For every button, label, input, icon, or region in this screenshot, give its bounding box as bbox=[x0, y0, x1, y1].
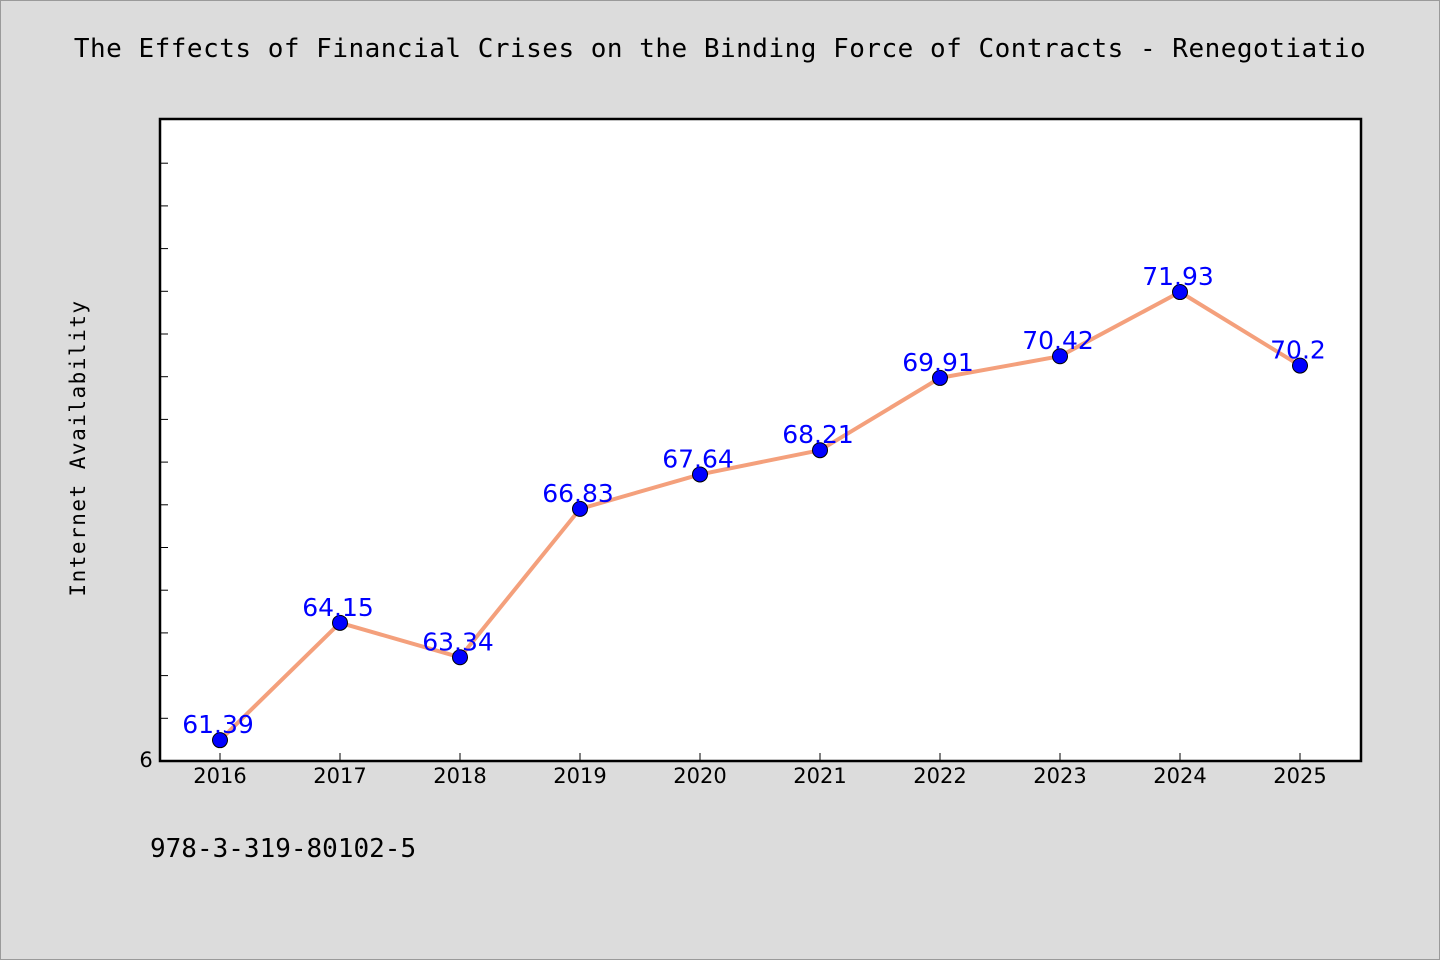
data-point bbox=[932, 369, 948, 386]
x-tick-label: 2016 bbox=[193, 764, 246, 788]
data-label: 68.21 bbox=[782, 420, 854, 449]
footer-code: 978-3-319-80102-5 bbox=[150, 834, 417, 864]
data-label: 70.2 bbox=[1270, 336, 1326, 365]
data-label: 69.91 bbox=[902, 348, 974, 377]
x-tick-label: 2021 bbox=[793, 764, 846, 788]
x-tick-label: 2019 bbox=[553, 764, 606, 788]
data-label: 61.39 bbox=[182, 710, 254, 739]
x-tick-label: 2017 bbox=[313, 764, 366, 788]
data-point bbox=[572, 500, 588, 517]
chart-title: The Effects of Financial Crises on the B… bbox=[73, 34, 1367, 64]
data-point bbox=[1172, 284, 1188, 301]
data-point bbox=[692, 466, 708, 483]
data-label: 66.83 bbox=[542, 479, 614, 508]
x-tick-label: 2020 bbox=[673, 764, 726, 788]
data-point bbox=[1052, 348, 1068, 365]
data-point bbox=[1292, 357, 1308, 374]
plot-area bbox=[158, 117, 1363, 763]
y-tick-label: 6 bbox=[139, 748, 152, 772]
x-axis-ticks: 2016 2017 2018 2019 2020 2021 2022 2023 2024 2025 bbox=[193, 753, 1327, 788]
series-line bbox=[218, 290, 1302, 742]
x-tick-label: 2025 bbox=[1273, 764, 1326, 788]
x-tick-label: 2023 bbox=[1033, 764, 1086, 788]
series-markers bbox=[212, 284, 1308, 749]
data-point bbox=[812, 442, 828, 459]
x-tick-label: 2022 bbox=[913, 764, 966, 788]
data-label: 67.64 bbox=[662, 444, 734, 473]
data-label: 70.42 bbox=[1022, 326, 1094, 355]
data-label: 64.15 bbox=[302, 593, 374, 622]
x-tick-label: 2018 bbox=[433, 764, 486, 788]
data-point bbox=[332, 614, 348, 631]
data-point bbox=[452, 649, 468, 666]
y-axis-ticks: 6 bbox=[139, 162, 168, 772]
data-point bbox=[212, 732, 228, 749]
x-tick-label: 2024 bbox=[1153, 764, 1206, 788]
data-label: 71.93 bbox=[1142, 262, 1214, 291]
data-labels: 61.39 64.15 63.34 66.83 67.64 68.21 69.91 70.42… bbox=[182, 262, 1326, 739]
data-label: 63.34 bbox=[422, 627, 494, 656]
